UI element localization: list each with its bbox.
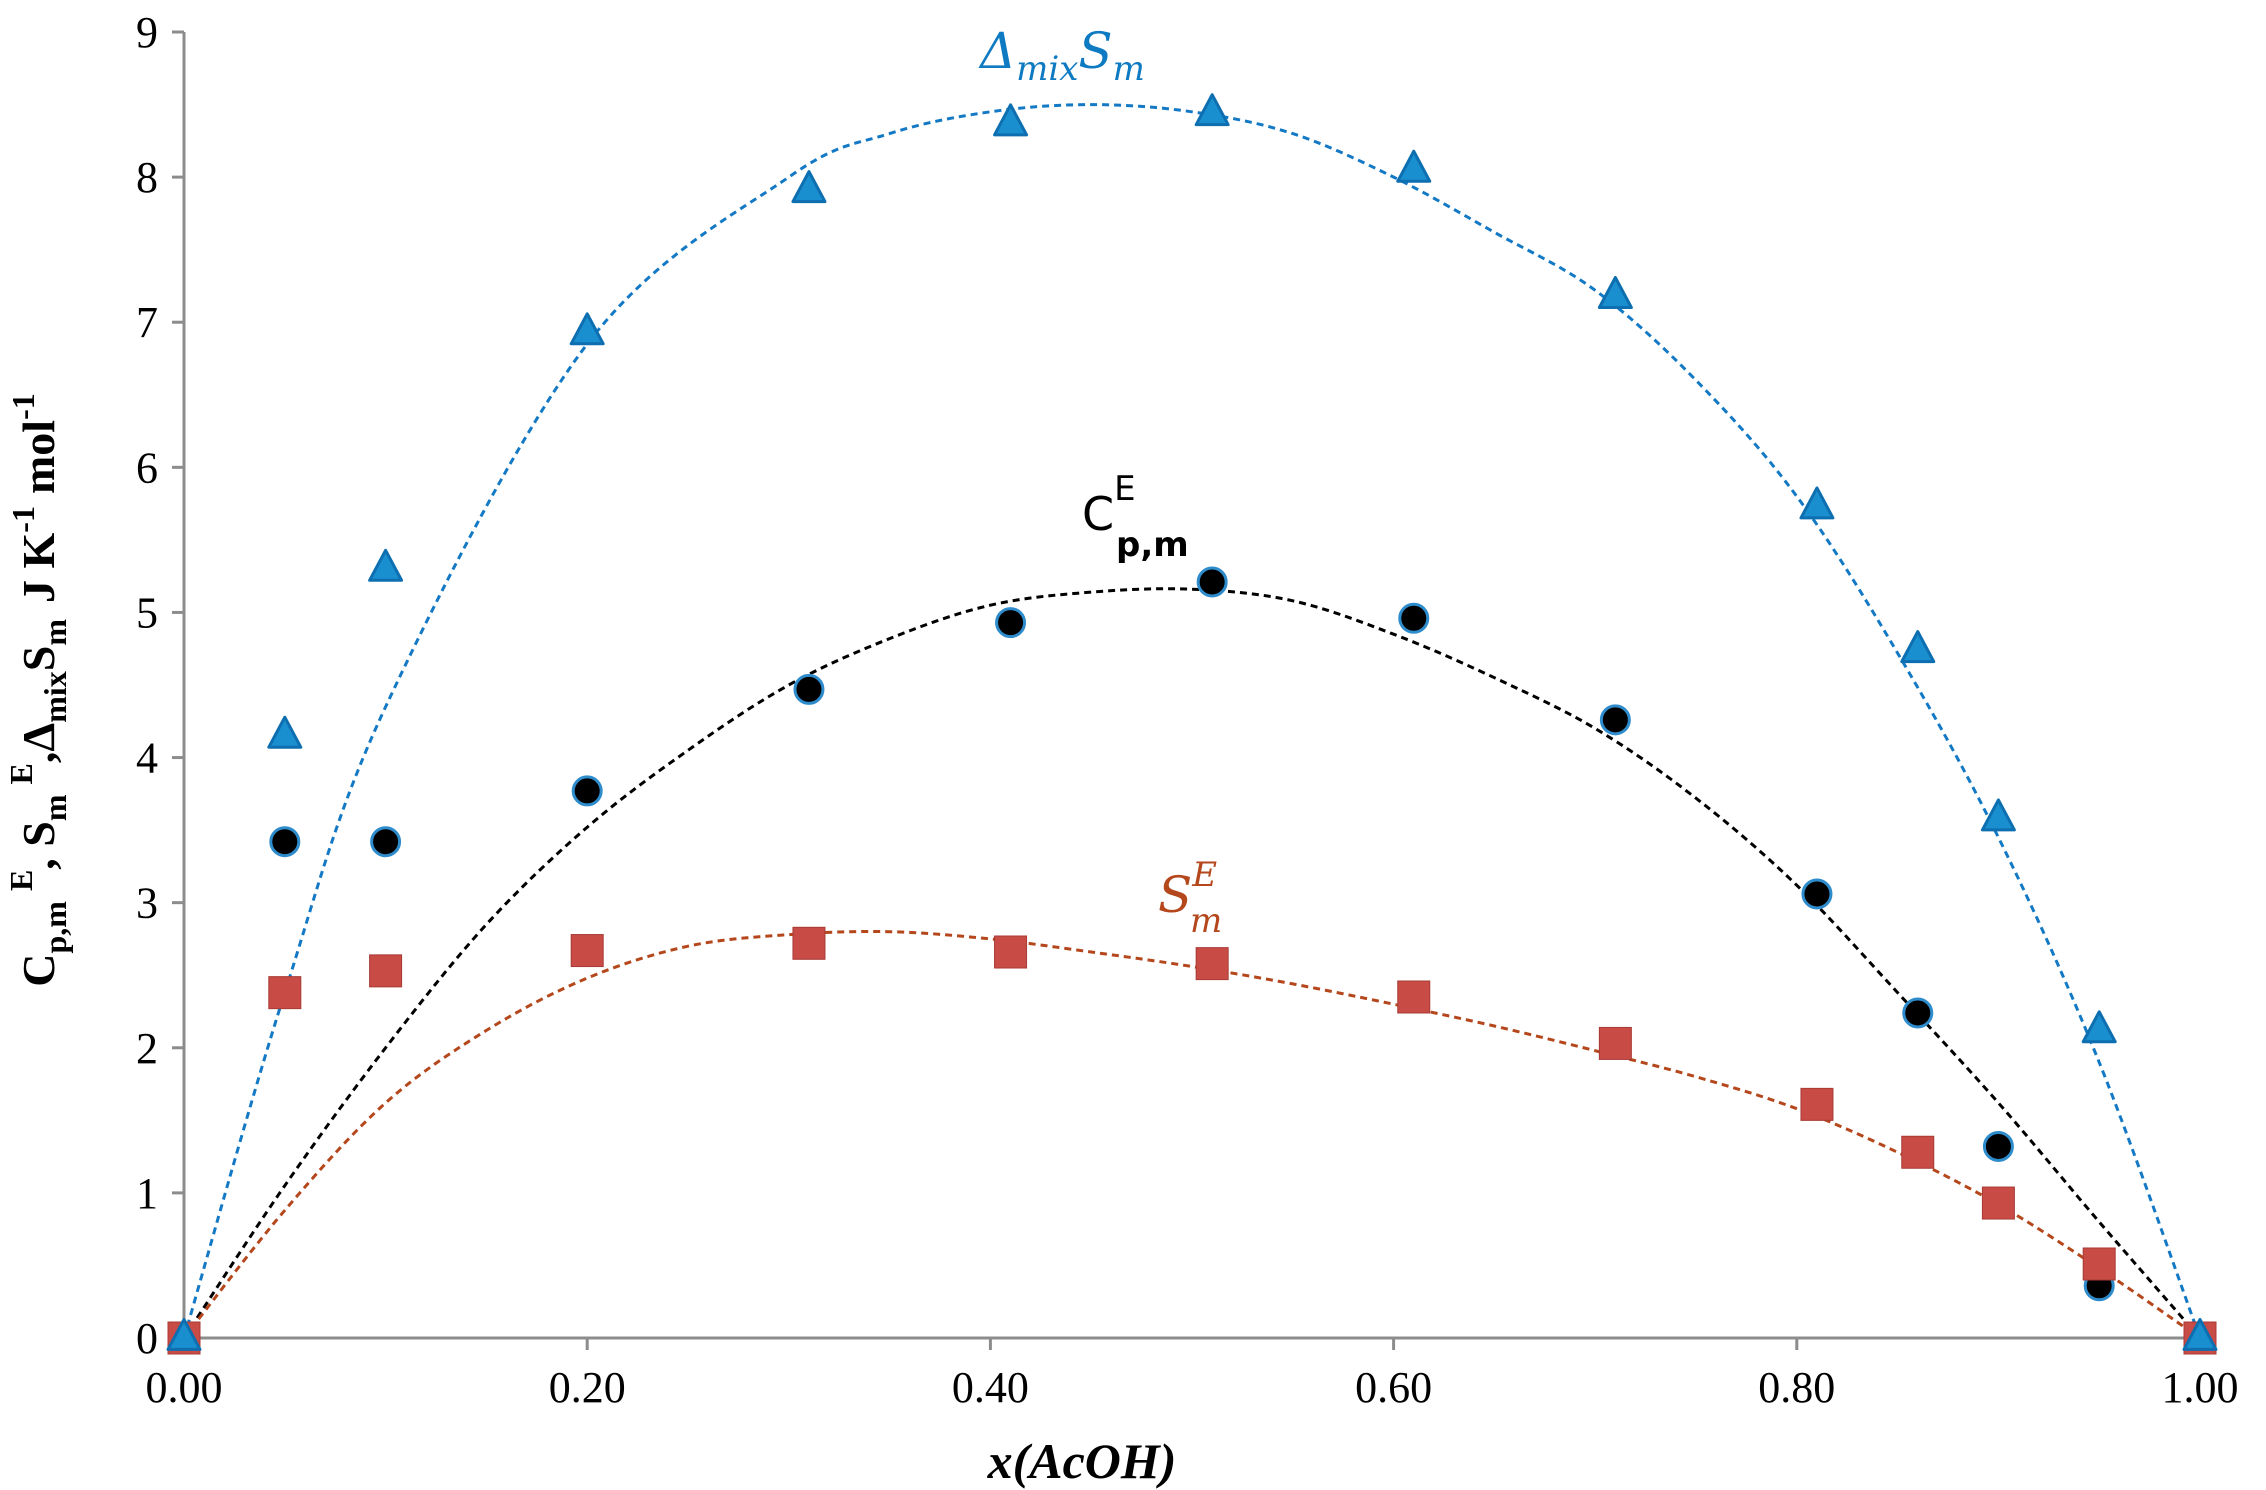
annotation-delta-mix-sm: ΔmixSm (978, 22, 1145, 89)
square-point (1195, 947, 1229, 981)
y-tick-label: 3 (136, 879, 158, 928)
y-tick-label: 4 (136, 734, 158, 783)
triangle-point (2182, 1317, 2218, 1351)
y-tick-label: 8 (136, 153, 158, 202)
circle-point (995, 607, 1027, 639)
square-point (1397, 980, 1431, 1014)
square-point (369, 954, 403, 988)
circle-point (1982, 1130, 2014, 1162)
triangle-point (1597, 276, 1633, 310)
triangle-point (1799, 486, 1835, 520)
circle-point (1398, 602, 1430, 634)
data-markers (166, 93, 2218, 1355)
x-tick-label: 0.40 (952, 1363, 1029, 1412)
y-axis-label: Cp,mE, SmE,ΔmixSmJ K-1mol-1 (3, 393, 73, 986)
fit-lines (182, 103, 2202, 1340)
x-tick-label: 1.00 (2162, 1363, 2239, 1412)
triangle-point (368, 548, 404, 582)
y-tick-label: 1 (136, 1169, 158, 1218)
y-tick-label: 0 (136, 1314, 158, 1363)
square-point (1901, 1135, 1935, 1169)
triangle-point (569, 312, 605, 346)
square-point (2082, 1247, 2116, 1281)
y-tick-label: 7 (136, 298, 158, 347)
fit-line-2 (182, 930, 2201, 1340)
triangle-point (1900, 630, 1936, 664)
circle-point (1196, 566, 1228, 598)
square-point (1800, 1087, 1834, 1121)
circle-point (269, 826, 301, 858)
square-point (570, 934, 604, 968)
x-tick-label: 0.20 (549, 1363, 626, 1412)
triangle-point (1194, 93, 1230, 127)
triangle-point (2081, 1010, 2117, 1044)
y-tick-label: 5 (136, 588, 158, 637)
triangle-point (166, 1317, 202, 1351)
circle-point (370, 826, 402, 858)
triangle-point (791, 170, 827, 204)
fit-line-1 (182, 587, 2202, 1339)
x-axis-label: x(AcOH) (987, 1433, 1177, 1489)
x-tick-label: 0.00 (146, 1363, 223, 1412)
annotation-sm-e: SE m (1158, 855, 1222, 941)
axes: 0 1 2 3 4 5 6 7 8 9 0.00 0.20 0.40 0.60 0.80 1.00 (136, 8, 2239, 1412)
square-point (1981, 1186, 2015, 1220)
circle-point (793, 673, 825, 705)
fit-line-0 (182, 103, 2202, 1339)
circle-point (1599, 704, 1631, 736)
annotation-cpm-e: CE p,m (1082, 469, 1189, 565)
triangle-point (267, 715, 303, 749)
square-point (268, 976, 302, 1010)
y-tick-label: 6 (136, 443, 158, 492)
x-tick-label: 0.60 (1355, 1363, 1432, 1412)
circle-point (1801, 878, 1833, 910)
square-point (1598, 1026, 1632, 1060)
triangle-point (1980, 798, 2016, 832)
circle-point (571, 775, 603, 807)
y-tick-label: 2 (136, 1024, 158, 1073)
triangle-point (993, 103, 1029, 137)
square-point (792, 926, 826, 960)
square-point (994, 935, 1028, 969)
y-tick-label: 9 (136, 8, 158, 57)
circle-point (1902, 997, 1934, 1029)
triangle-point (1396, 149, 1432, 183)
x-tick-label: 0.80 (1758, 1363, 1835, 1412)
